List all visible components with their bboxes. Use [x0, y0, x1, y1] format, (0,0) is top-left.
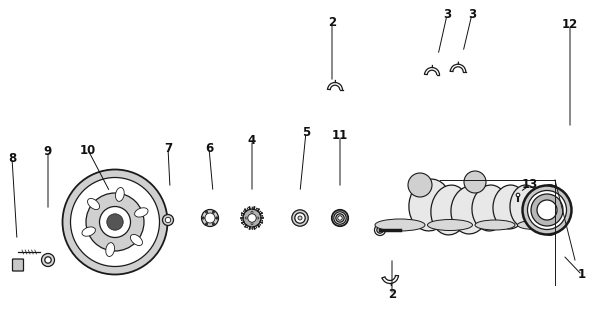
- Ellipse shape: [517, 220, 552, 229]
- Text: 4: 4: [248, 133, 256, 147]
- Circle shape: [292, 210, 308, 226]
- Circle shape: [377, 227, 383, 233]
- Text: 11: 11: [332, 130, 348, 142]
- Circle shape: [527, 190, 567, 229]
- Circle shape: [332, 210, 348, 226]
- Ellipse shape: [493, 185, 527, 229]
- Text: 10: 10: [80, 143, 96, 156]
- Text: 6: 6: [205, 141, 213, 155]
- Circle shape: [251, 211, 253, 213]
- Circle shape: [338, 216, 342, 220]
- Circle shape: [206, 223, 208, 225]
- Ellipse shape: [431, 185, 469, 235]
- Circle shape: [70, 178, 160, 267]
- Circle shape: [216, 217, 218, 219]
- Ellipse shape: [105, 243, 114, 257]
- Text: 1: 1: [578, 268, 586, 282]
- Circle shape: [205, 213, 215, 223]
- Ellipse shape: [510, 185, 540, 227]
- Circle shape: [336, 214, 344, 222]
- Circle shape: [248, 214, 256, 222]
- Text: 3: 3: [468, 7, 476, 20]
- Ellipse shape: [135, 208, 148, 217]
- Circle shape: [464, 171, 486, 193]
- Ellipse shape: [409, 179, 451, 231]
- Text: 7: 7: [164, 141, 172, 155]
- Ellipse shape: [82, 227, 95, 236]
- Circle shape: [201, 210, 219, 227]
- Circle shape: [251, 223, 253, 225]
- Circle shape: [42, 253, 54, 267]
- Text: 13: 13: [522, 179, 538, 191]
- Circle shape: [212, 223, 215, 225]
- Text: 3: 3: [443, 9, 451, 21]
- Text: 2: 2: [388, 289, 396, 301]
- FancyBboxPatch shape: [13, 259, 23, 271]
- Ellipse shape: [116, 188, 124, 201]
- Circle shape: [537, 200, 557, 220]
- Ellipse shape: [475, 220, 515, 230]
- Ellipse shape: [88, 198, 100, 210]
- Circle shape: [531, 194, 563, 226]
- Circle shape: [257, 217, 259, 219]
- Circle shape: [165, 217, 170, 223]
- Text: 8: 8: [8, 151, 16, 164]
- Circle shape: [202, 217, 204, 219]
- Text: 2: 2: [328, 15, 336, 28]
- Ellipse shape: [451, 186, 489, 234]
- Circle shape: [206, 211, 208, 213]
- Circle shape: [523, 186, 572, 235]
- Circle shape: [63, 170, 167, 275]
- Circle shape: [163, 214, 173, 226]
- Circle shape: [408, 173, 432, 197]
- Circle shape: [86, 193, 144, 251]
- Text: 5: 5: [302, 125, 310, 139]
- Text: 12: 12: [562, 19, 578, 31]
- Ellipse shape: [542, 195, 558, 225]
- Circle shape: [45, 257, 51, 263]
- Ellipse shape: [472, 185, 508, 231]
- Circle shape: [334, 212, 346, 224]
- Circle shape: [245, 217, 247, 219]
- Circle shape: [295, 213, 305, 223]
- Circle shape: [107, 214, 123, 230]
- Circle shape: [516, 193, 520, 197]
- Ellipse shape: [131, 235, 142, 245]
- Ellipse shape: [375, 219, 425, 231]
- Ellipse shape: [427, 220, 473, 230]
- Circle shape: [243, 209, 261, 227]
- Circle shape: [298, 216, 302, 220]
- Ellipse shape: [535, 185, 565, 235]
- Circle shape: [100, 206, 131, 237]
- Circle shape: [212, 211, 215, 213]
- Text: 9: 9: [44, 146, 52, 158]
